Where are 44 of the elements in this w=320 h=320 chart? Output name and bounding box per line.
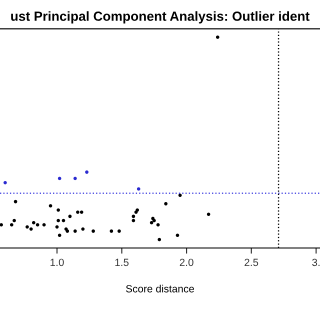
point	[48, 204, 52, 208]
point	[176, 234, 180, 238]
point	[92, 229, 95, 233]
point	[80, 210, 84, 214]
point	[36, 223, 40, 227]
point	[156, 223, 160, 227]
point	[178, 194, 182, 198]
point	[158, 238, 162, 242]
point	[85, 170, 89, 174]
point	[132, 214, 136, 218]
point	[132, 218, 136, 222]
point	[14, 200, 18, 204]
point	[216, 36, 220, 39]
point	[73, 176, 77, 180]
point	[58, 176, 62, 180]
x-tick-label: 1.0	[50, 258, 64, 266]
point	[32, 221, 36, 224]
point	[76, 210, 80, 214]
x-tick-label: 2.0	[180, 258, 194, 266]
x-tick-label: 1.5	[115, 258, 129, 266]
point	[62, 218, 66, 222]
point	[3, 180, 7, 184]
point	[0, 223, 3, 227]
chart-title: ust Principal Component Analysis: Outlier ident	[11, 11, 310, 24]
point	[42, 223, 46, 227]
point	[68, 214, 72, 218]
point	[56, 218, 60, 222]
point	[29, 227, 33, 231]
point	[56, 208, 60, 212]
x-tick-label: 3.	[312, 258, 320, 266]
point	[10, 223, 14, 227]
point	[206, 212, 210, 216]
point	[81, 227, 85, 231]
point	[58, 234, 62, 238]
x-axis-title: Score distance	[126, 284, 194, 292]
point	[117, 229, 121, 233]
point	[26, 225, 29, 229]
point	[12, 218, 16, 222]
point	[73, 229, 77, 233]
x-tick-label: 2.5	[244, 258, 258, 266]
point	[164, 202, 168, 206]
point	[110, 229, 114, 233]
point	[136, 187, 140, 191]
point	[150, 221, 154, 224]
